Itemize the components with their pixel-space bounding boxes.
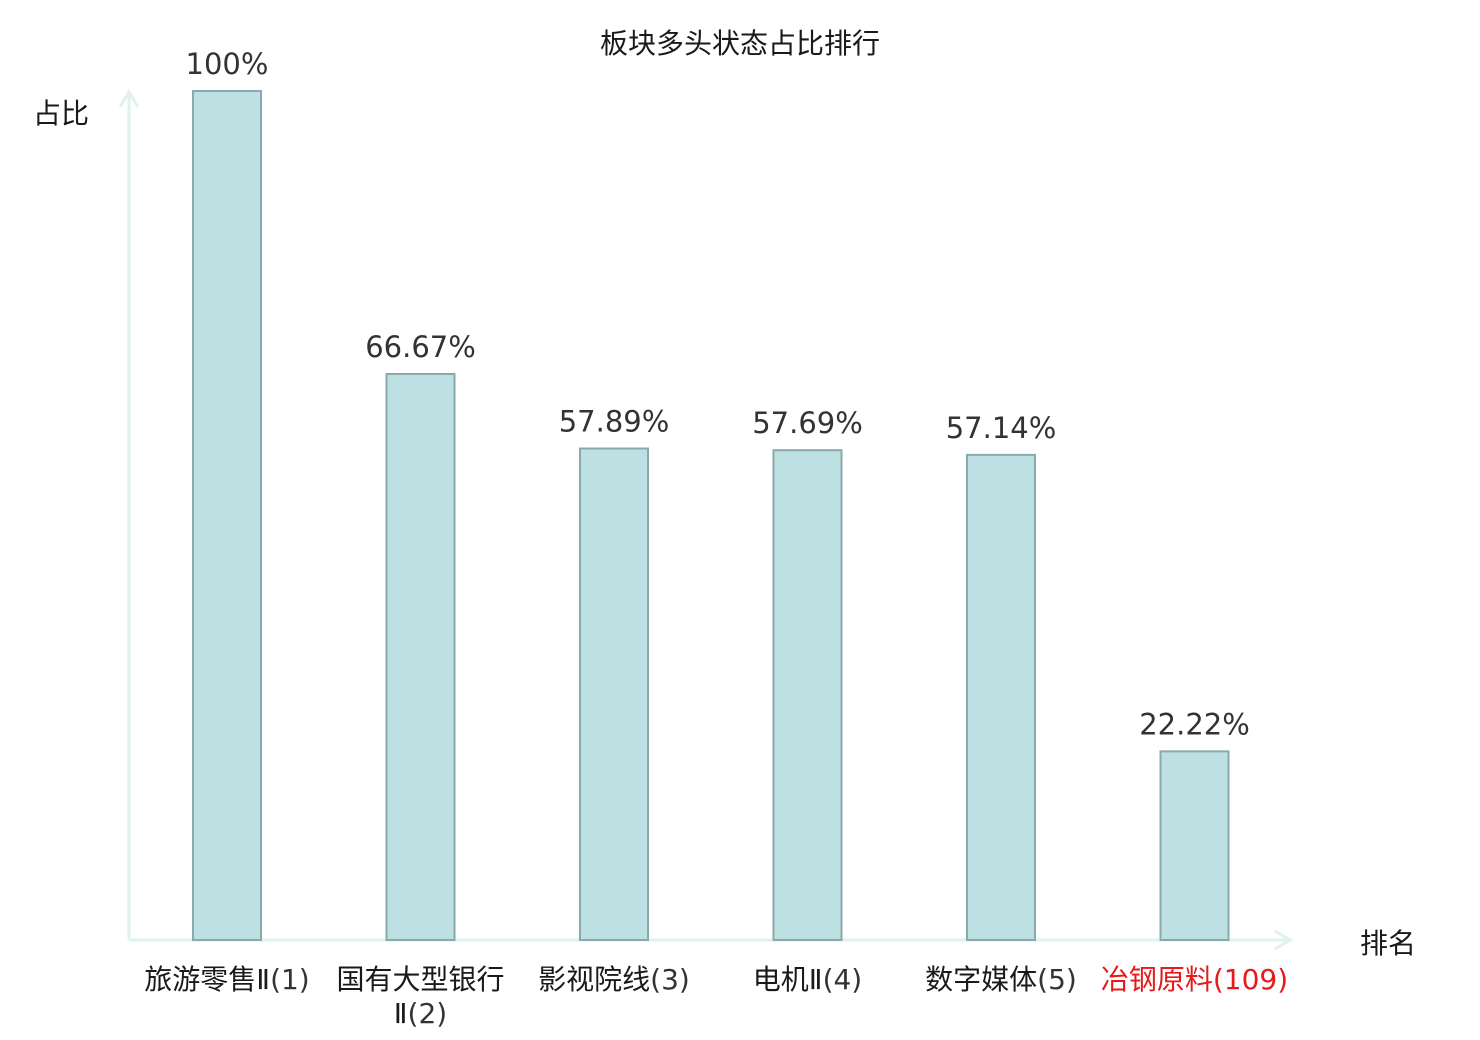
bar-value-label: 22.22% (1139, 707, 1250, 741)
category-rank: (4) (822, 963, 863, 996)
bar-value-label: 57.69% (752, 406, 863, 440)
bar (192, 90, 262, 941)
bar (385, 372, 456, 942)
y-axis-arrow (118, 89, 140, 108)
category-label: 影视院线(3) (514, 963, 714, 997)
category-name: 国有大型银行Ⅱ (336, 963, 505, 1030)
bar (966, 453, 1036, 941)
category-rank: (109) (1212, 963, 1289, 996)
category-rank: (2) (407, 997, 448, 1030)
bar (1159, 750, 1230, 941)
category-name: 旅游零售Ⅱ (144, 963, 271, 996)
category-name: 电机Ⅱ (752, 963, 823, 996)
category-label: 国有大型银行Ⅱ(2) (321, 963, 521, 1031)
category-name: 影视院线 (538, 963, 651, 996)
bar (772, 449, 843, 941)
y-axis-label: 占比 (33, 97, 90, 130)
category-rank: (5) (1037, 963, 1077, 996)
category-name: 冶钢原料 (1100, 963, 1213, 996)
bars (192, 90, 1230, 942)
category-label: 电机Ⅱ(4) (708, 963, 908, 997)
category-label: 数字媒体(5) (901, 963, 1101, 997)
bar-value-label: 66.67% (365, 330, 476, 364)
bar-value-label: 57.89% (559, 405, 670, 439)
value-labels: 100% 66.67% 57.89% 57.69% 57.14% 22.22% (186, 47, 1250, 741)
bar-value-label: 100% (186, 47, 269, 81)
x-axis-label: 排名 (1360, 927, 1417, 960)
chart-title: 板块多头状态占比排行 (599, 27, 880, 60)
category-rank: (1) (270, 963, 310, 996)
x-axis-arrow (1274, 929, 1293, 951)
bar-value-label: 57.14% (946, 411, 1057, 445)
category-name: 数字媒体 (925, 963, 1038, 996)
category-rank: (3) (650, 963, 690, 996)
category-label: 旅游零售Ⅱ(1) (127, 963, 327, 997)
bar (579, 447, 649, 941)
axes (118, 89, 1293, 951)
category-label: 冶钢原料(109) (1095, 963, 1295, 997)
